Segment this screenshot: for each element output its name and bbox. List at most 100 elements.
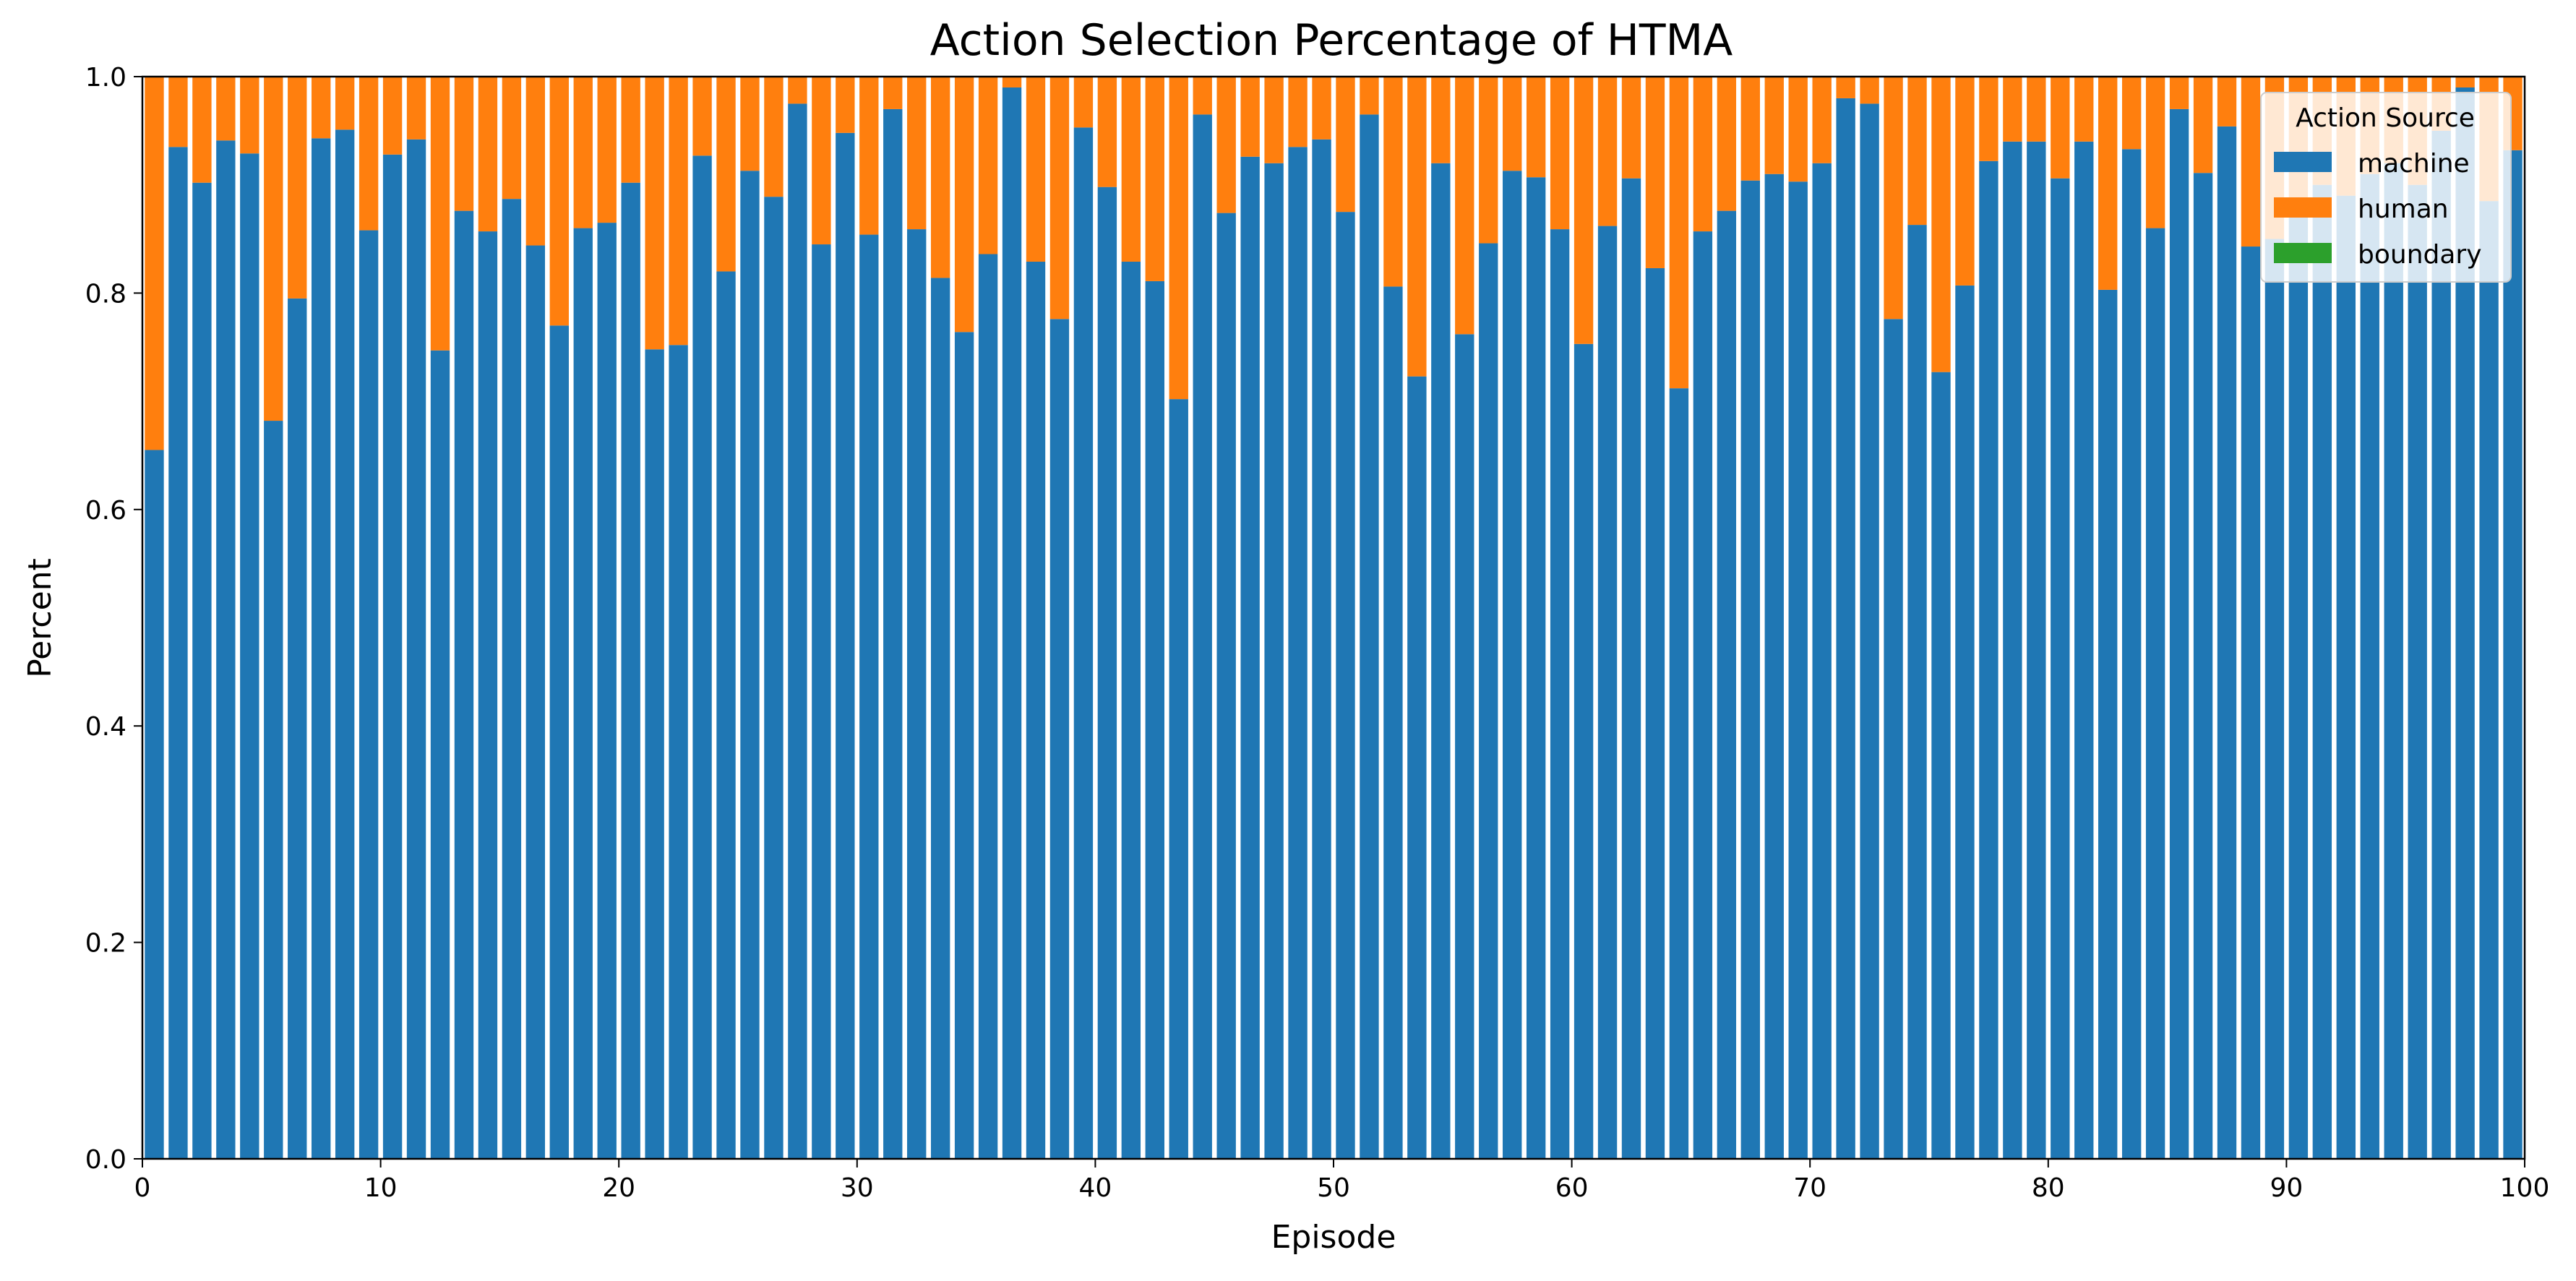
bar-human-34 (954, 77, 974, 333)
bar-machine-81 (2074, 141, 2094, 1159)
y-tick-label-1: 1.0 (85, 63, 126, 93)
bar-machine-12 (430, 350, 450, 1159)
y-axis-label: Percent (22, 558, 59, 678)
bar-machine-22 (669, 345, 688, 1159)
bar-human-5 (264, 77, 283, 421)
x-tick-label-10: 10 (364, 1173, 398, 1203)
x-tick-label-50: 50 (1317, 1173, 1350, 1203)
bar-machine-92 (2336, 195, 2356, 1159)
bar-machine-78 (2003, 141, 2022, 1159)
bar-human-32 (907, 77, 927, 230)
bar-machine-19 (597, 223, 617, 1160)
legend-label-human: human (2358, 194, 2449, 224)
x-axis-label: Episode (1271, 1219, 1396, 1256)
bar-machine-58 (1526, 177, 1546, 1160)
bar-machine-44 (1193, 114, 1212, 1159)
bar-machine-51 (1360, 114, 1379, 1159)
bar-machine-7 (312, 138, 331, 1160)
bar-machine-87 (2217, 126, 2237, 1160)
bar-machine-2 (192, 182, 212, 1160)
bar-machine-45 (1216, 213, 1236, 1159)
bar-human-70 (1812, 77, 1832, 163)
bar-human-0 (145, 77, 164, 450)
bar-machine-14 (478, 231, 498, 1159)
bar-human-11 (406, 77, 426, 140)
bar-human-47 (1264, 77, 1284, 163)
bar-human-18 (573, 77, 593, 228)
bar-human-57 (1503, 77, 1522, 171)
bar-machine-59 (1550, 229, 1570, 1160)
bar-human-71 (1836, 77, 1855, 98)
bar-human-76 (1955, 77, 1975, 286)
bar-human-31 (883, 77, 903, 109)
bar-machine-55 (1455, 334, 1474, 1159)
bar-machine-46 (1240, 156, 1260, 1159)
bar-group (145, 77, 2523, 1160)
bar-machine-36 (1002, 87, 1022, 1160)
bar-machine-41 (1121, 261, 1141, 1159)
bar-machine-18 (573, 228, 593, 1160)
bar-human-74 (1907, 77, 1927, 226)
bar-human-20 (621, 77, 640, 183)
bar-human-73 (1884, 77, 1903, 320)
bar-machine-83 (2121, 149, 2142, 1159)
bar-machine-50 (1336, 212, 1355, 1160)
bar-machine-96 (2431, 130, 2451, 1160)
bar-human-40 (1097, 77, 1117, 187)
bar-machine-85 (2169, 108, 2189, 1159)
bar-machine-6 (288, 298, 307, 1159)
bar-human-59 (1550, 77, 1570, 230)
bar-machine-79 (2027, 141, 2046, 1159)
bar-human-75 (1931, 77, 1951, 372)
bar-machine-86 (2193, 173, 2213, 1160)
bar-machine-15 (502, 199, 522, 1159)
bar-machine-54 (1431, 163, 1451, 1159)
bar-machine-74 (1907, 225, 1927, 1160)
bar-human-13 (454, 77, 474, 211)
bar-human-64 (1669, 77, 1689, 389)
bar-human-37 (1026, 77, 1046, 262)
x-tick-label-60: 60 (1555, 1173, 1589, 1203)
bar-machine-31 (883, 108, 903, 1159)
x-tick-label-40: 40 (1078, 1173, 1112, 1203)
bar-machine-3 (216, 140, 236, 1159)
bar-human-8 (335, 77, 355, 130)
bar-human-24 (716, 77, 736, 272)
bar-machine-84 (2145, 228, 2165, 1160)
legend-box (2260, 92, 2512, 283)
legend: Action Source machine human boundary (2260, 92, 2512, 283)
bar-machine-75 (1931, 372, 1951, 1160)
bar-machine-95 (2408, 184, 2427, 1160)
bar-machine-63 (1645, 267, 1665, 1160)
bar-human-16 (525, 77, 546, 246)
bar-human-26 (764, 77, 783, 197)
bar-human-30 (859, 77, 879, 235)
bar-human-15 (502, 77, 522, 200)
bar-human-83 (2121, 77, 2142, 150)
bar-human-60 (1573, 77, 1594, 344)
bar-human-41 (1121, 77, 1141, 262)
bar-machine-61 (1597, 226, 1618, 1160)
bar-machine-53 (1407, 376, 1427, 1160)
bar-human-44 (1193, 77, 1212, 115)
bar-human-53 (1407, 77, 1427, 377)
bar-machine-57 (1503, 171, 1522, 1160)
bar-human-25 (740, 77, 760, 171)
bar-machine-24 (716, 271, 736, 1160)
bar-machine-90 (2288, 206, 2309, 1159)
bar-human-36 (1002, 77, 1022, 87)
x-tick-label-70: 70 (1793, 1173, 1826, 1203)
bar-machine-23 (692, 155, 712, 1159)
bar-human-10 (382, 77, 403, 155)
bar-machine-52 (1383, 286, 1403, 1159)
bar-machine-20 (621, 182, 640, 1160)
bar-machine-43 (1169, 399, 1188, 1159)
bar-machine-4 (240, 153, 259, 1159)
bar-machine-26 (764, 197, 783, 1159)
bar-human-43 (1169, 77, 1188, 400)
bar-machine-30 (859, 234, 879, 1159)
bar-machine-99 (2503, 150, 2523, 1159)
bar-human-28 (812, 77, 831, 245)
bar-human-3 (216, 77, 236, 141)
